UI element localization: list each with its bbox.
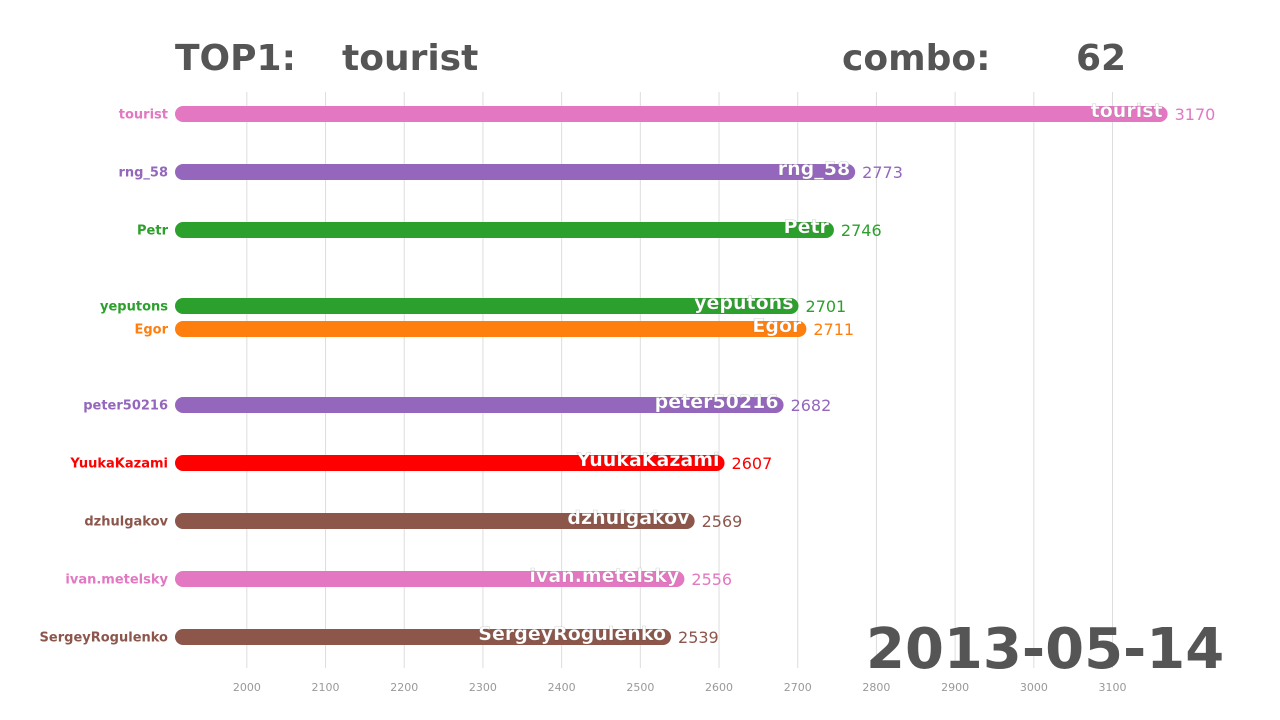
value-label: 2701 [806,297,847,316]
category-label: Egor [134,323,168,338]
x-tick-label: 3100 [1099,681,1127,694]
value-label: 2607 [732,454,773,473]
x-tick-labels: 2000 2100 2200 2300 2400 2500 2600 2700 2800 2900… [233,681,1127,694]
category-label: YuukaKazami [69,457,168,472]
top-name: tourist [342,38,479,79]
bar [175,164,856,180]
bar [175,513,695,529]
bar-inner-label: rng_58 [778,158,850,180]
bar-inner-label: SergeyRogulenko [478,623,666,645]
date-label: 2013-05-14 [866,617,1225,682]
bar-inner-label: yeputons [694,292,793,314]
x-tick-label: 2500 [626,681,654,694]
top-label: TOP1: [175,38,296,79]
gridlines [246,92,1114,668]
bar-inner-label: tourist [1091,100,1163,122]
value-label: 2556 [691,570,732,589]
bar [175,629,672,645]
category-label: tourist [119,108,168,123]
value-label: 2682 [791,396,832,415]
bar [175,321,807,337]
bar-inner-label: dzhulgakov [567,507,690,529]
category-label: ivan.metelsky [65,573,168,588]
x-tick-label: 2800 [862,681,890,694]
category-label: yeputons [100,300,168,315]
bar-inner-label: Egor [752,315,802,337]
value-label: 2711 [813,320,854,339]
combo-label: combo: [842,38,991,79]
bar-inner-label: Petr [784,216,830,238]
category-label: rng_58 [118,166,168,181]
combo-value: 62 [1076,38,1127,79]
x-tick-label: 3000 [1020,681,1048,694]
value-label: 2746 [841,221,882,240]
value-label: 2539 [678,628,719,647]
bar [175,106,1168,122]
category-label: dzhulgakov [84,515,168,530]
bar [175,571,685,587]
bar [175,298,799,314]
x-tick-label: 2700 [784,681,812,694]
bar-inner-label: ivan.metelsky [529,565,680,587]
value-label: 2773 [862,163,903,182]
category-label: peter50216 [83,399,168,414]
x-tick-label: 2900 [941,681,969,694]
x-tick-label: 2200 [390,681,418,694]
category-label: Petr [137,224,169,239]
bar [175,222,834,238]
bar [175,455,725,471]
x-tick-label: 2100 [312,681,340,694]
category-label: SergeyRogulenko [40,631,169,646]
x-tick-label: 2300 [469,681,497,694]
value-label: 2569 [702,512,743,531]
value-label: 3170 [1175,105,1216,124]
x-tick-label: 2000 [233,681,261,694]
bar-inner-label: YuukaKazami [576,449,720,471]
bar [175,397,784,413]
x-tick-label: 2400 [548,681,576,694]
bar-inner-label: peter50216 [655,391,779,413]
x-tick-label: 2600 [705,681,733,694]
bars: tourist tourist 3170 rng_58 rng_58 2773 Petr Pe… [40,100,1216,647]
